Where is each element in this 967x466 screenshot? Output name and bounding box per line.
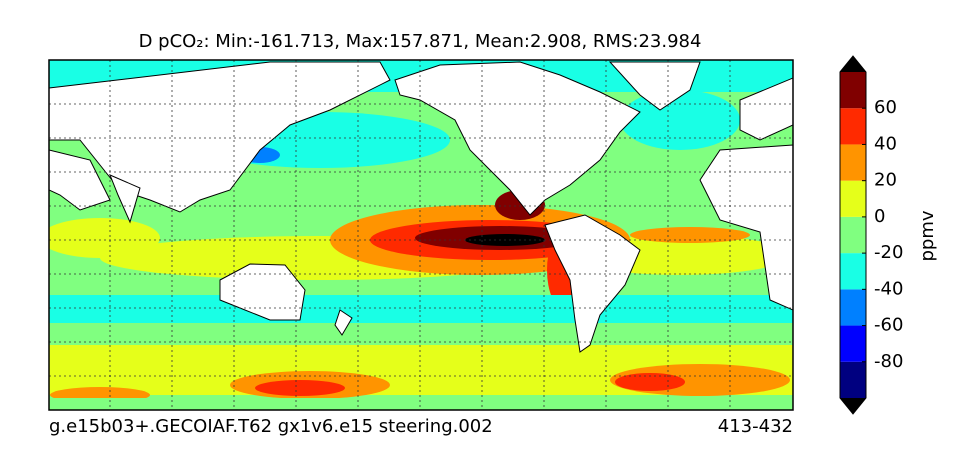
south-america xyxy=(544,214,641,353)
colorbar-extend-top xyxy=(840,56,866,72)
colorbar-tick-label: -80 xyxy=(874,351,903,372)
colorbar-tick-label: -40 xyxy=(874,278,903,299)
colorbar-tick-label: 60 xyxy=(874,97,897,118)
new-zealand xyxy=(334,309,353,336)
footer-right: 413-432 xyxy=(718,416,793,437)
north-america xyxy=(394,61,641,216)
field-atlantic-orange xyxy=(630,227,750,243)
colorbar: -80 -60 -40 -20 0 20 40 60 xyxy=(839,55,903,415)
field-south-cyan xyxy=(49,295,793,323)
field-south-red xyxy=(255,380,345,396)
colorbar-segment xyxy=(840,72,866,109)
india xyxy=(109,174,141,224)
colorbar-segment xyxy=(840,144,866,181)
colorbar-tick-label: 20 xyxy=(874,170,897,191)
colorbar-extend-bottom xyxy=(840,398,866,414)
europe xyxy=(739,77,793,141)
colorbar-segment xyxy=(840,325,866,362)
field-antarctic xyxy=(49,398,793,410)
colorbar-tick-label: -20 xyxy=(874,242,903,263)
colorbar-segment xyxy=(840,253,866,290)
map-frame xyxy=(48,59,794,411)
footer-left: g.e15b03+.GECOIAF.T62 gx1v6.e15 steering… xyxy=(49,416,493,437)
field-atlantic-north xyxy=(620,90,740,150)
colorbar-segment xyxy=(840,289,866,326)
colorbar-tick-label: -60 xyxy=(874,315,903,336)
colorbar-tick-label: 40 xyxy=(874,133,897,154)
colorbar-segment xyxy=(840,180,866,217)
graticule xyxy=(49,60,793,410)
colorbar-label: ppmv xyxy=(917,210,938,261)
colorbar-segment xyxy=(840,108,866,145)
field-south-red2 xyxy=(615,373,685,391)
asia xyxy=(49,61,391,213)
greenland xyxy=(608,61,701,111)
map xyxy=(49,60,793,410)
arabia xyxy=(49,149,111,211)
colorbar-segment xyxy=(840,216,866,254)
australia xyxy=(219,263,306,321)
colorbar-outline xyxy=(839,55,867,415)
colorbar-tick-label: 0 xyxy=(874,206,885,227)
colorbar-segment xyxy=(840,361,866,398)
title: D pCO₂: Min:-161.713, Max:157.871, Mean:… xyxy=(139,31,702,52)
